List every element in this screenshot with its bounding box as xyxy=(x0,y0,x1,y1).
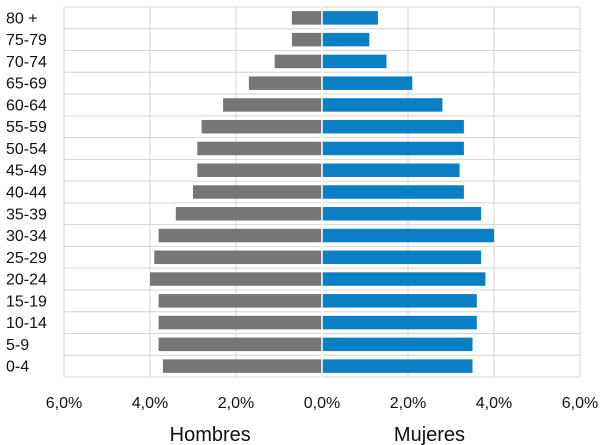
bar-hombres xyxy=(197,163,322,177)
bar-mujeres xyxy=(322,76,413,90)
bar-mujeres xyxy=(322,272,486,286)
y-tick-label: 55-59 xyxy=(6,119,47,136)
y-tick-label: 10-14 xyxy=(6,315,47,332)
bar-mujeres xyxy=(322,207,482,221)
xlabel-mujeres: Mujeres xyxy=(394,424,465,445)
y-tick-label: 40-44 xyxy=(6,185,47,202)
y-tick-label: 80 + xyxy=(6,10,38,27)
bar-mujeres xyxy=(322,98,443,112)
bar-mujeres xyxy=(322,119,464,134)
y-tick-label: 70-74 xyxy=(6,54,47,71)
bar-mujeres xyxy=(322,11,378,25)
y-tick-labels: 80 + 75-79 70-74 65-69 60-64 55-59 50-54 45-49 4… xyxy=(6,10,47,375)
y-tick-label: 60-64 xyxy=(6,97,47,114)
x-tick-label: 0,0% xyxy=(304,395,340,412)
y-tick-label: 50-54 xyxy=(6,141,47,158)
y-tick-label: 35-39 xyxy=(6,206,47,223)
y-tick-label: 0-4 xyxy=(6,359,29,376)
bar-hombres xyxy=(291,11,322,25)
x-tick-label: 6,0% xyxy=(46,395,82,412)
bar-hombres xyxy=(175,207,322,221)
bar-hombres xyxy=(158,315,322,330)
bar-hombres xyxy=(197,141,322,156)
bar-mujeres xyxy=(322,337,473,352)
bar-hombres xyxy=(223,98,322,112)
bar-mujeres xyxy=(322,163,460,177)
bar-hombres xyxy=(162,359,322,373)
bar-mujeres xyxy=(322,54,387,69)
bar-mujeres xyxy=(322,294,477,308)
bar-mujeres xyxy=(322,315,477,330)
y-tick-label: 15-19 xyxy=(6,293,47,310)
bar-hombres xyxy=(193,185,322,199)
axis-titles: Hombres Mujeres xyxy=(170,424,465,445)
y-tick-label: 75-79 xyxy=(6,32,47,49)
bar-mujeres xyxy=(322,32,370,47)
x-tick-label: 2,0% xyxy=(218,395,254,412)
x-tick-label: 6,0% xyxy=(562,395,598,412)
y-tick-label: 45-49 xyxy=(6,163,47,180)
bar-hombres xyxy=(158,337,322,352)
x-tick-labels: 6,0% 4,0% 2,0% 0,0% 2,0% 4,0% 6,0% xyxy=(46,395,598,412)
bar-mujeres xyxy=(322,141,464,156)
bar-hombres xyxy=(158,228,322,243)
bar-hombres xyxy=(248,76,322,90)
bar-hombres xyxy=(154,250,322,265)
x-tick-label: 2,0% xyxy=(390,395,426,412)
bar-hombres xyxy=(291,32,322,47)
y-tick-label: 65-69 xyxy=(6,76,47,93)
bar-hombres xyxy=(274,54,322,69)
bar-mujeres xyxy=(322,359,473,373)
bar-hombres xyxy=(150,272,322,286)
bar-mujeres xyxy=(322,250,482,265)
y-tick-label: 30-34 xyxy=(6,228,47,245)
y-tick-label: 5-9 xyxy=(6,337,29,354)
bars xyxy=(150,11,494,373)
y-tick-label: 20-24 xyxy=(6,272,47,289)
y-tick-label: 25-29 xyxy=(6,250,47,267)
xlabel-hombres: Hombres xyxy=(170,424,251,445)
bar-mujeres xyxy=(322,185,464,199)
bar-hombres xyxy=(158,294,322,308)
x-tick-label: 4,0% xyxy=(476,395,512,412)
bar-hombres xyxy=(201,119,322,134)
bar-mujeres xyxy=(322,228,494,243)
x-tick-label: 4,0% xyxy=(132,395,168,412)
